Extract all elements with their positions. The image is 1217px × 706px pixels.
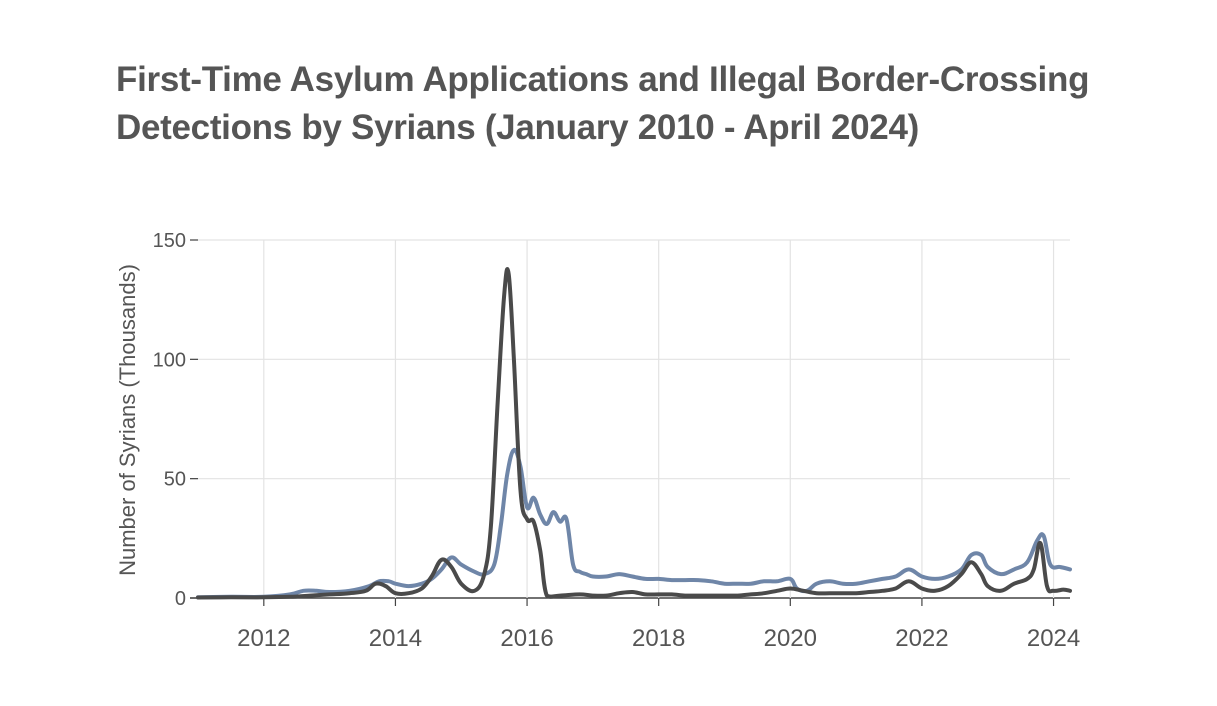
x-tick-label: 2018 <box>632 625 685 652</box>
x-tick-label: 2024 <box>1027 625 1080 652</box>
x-tick-label: 2012 <box>237 625 290 652</box>
series-lines <box>196 267 1072 600</box>
y-tick-label: 100 <box>153 349 186 371</box>
y-tick-label: 0 <box>175 588 186 610</box>
grid <box>190 239 1070 599</box>
x-tick-label: 2022 <box>895 625 948 652</box>
series-line-blue <box>196 447 1072 600</box>
axes: 0 50 100 150 2012 2014 2016 2018 2020 2022 2024 <box>153 230 1081 652</box>
series-line-dark <box>196 267 1072 600</box>
y-tick-label: 50 <box>164 469 186 491</box>
chart-title: First-Time Asylum Applications and Illeg… <box>116 60 1090 147</box>
y-axis-label: Number of Syrians (Thousands) <box>115 264 140 576</box>
x-tick-label: 2020 <box>764 625 817 652</box>
y-tick-label: 150 <box>153 230 186 252</box>
x-tick-label: 2014 <box>369 625 422 652</box>
x-tick-label: 2016 <box>500 625 553 652</box>
